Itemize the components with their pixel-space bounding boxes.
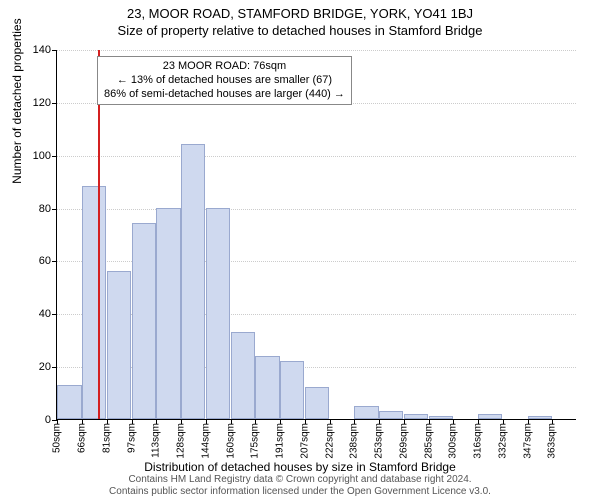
histogram-bar	[82, 186, 106, 419]
chart-container: 23, MOOR ROAD, STAMFORD BRIDGE, YORK, YO…	[0, 0, 600, 500]
xtick-label: 222sqm	[324, 419, 335, 459]
xtick-label: 113sqm	[151, 419, 162, 458]
y-axis-label: Number of detached properties	[10, 18, 24, 183]
histogram-bar	[379, 411, 403, 419]
histogram-bar	[181, 144, 205, 419]
xtick-label: 97sqm	[126, 419, 137, 453]
xtick-label: 81sqm	[101, 419, 112, 453]
ytick-label: 40	[39, 308, 57, 320]
x-axis-label: Distribution of detached houses by size …	[0, 460, 600, 474]
xtick-label: 332sqm	[497, 419, 508, 459]
title-main: 23, MOOR ROAD, STAMFORD BRIDGE, YORK, YO…	[0, 0, 600, 21]
ytick-label: 140	[33, 44, 57, 56]
gridline	[57, 156, 576, 157]
histogram-bar	[132, 223, 156, 419]
ytick-label: 80	[39, 203, 57, 215]
marker-callout: 23 MOOR ROAD: 76sqm← 13% of detached hou…	[97, 56, 352, 105]
histogram-bar	[280, 361, 304, 419]
xtick-label: 128sqm	[176, 419, 187, 459]
histogram-bar	[156, 208, 180, 419]
ytick-label: 120	[33, 97, 57, 109]
callout-line: 23 MOOR ROAD: 76sqm	[104, 60, 345, 74]
plot-region: 02040608010012014050sqm66sqm81sqm97sqm11…	[56, 50, 576, 420]
xtick-label: 160sqm	[225, 419, 236, 459]
ytick-label: 100	[33, 150, 57, 162]
xtick-label: 238sqm	[349, 419, 360, 459]
title-sub: Size of property relative to detached ho…	[0, 21, 600, 38]
xtick-label: 300sqm	[448, 419, 459, 459]
xtick-label: 175sqm	[250, 419, 261, 459]
gridline	[57, 209, 576, 210]
xtick-label: 253sqm	[374, 419, 385, 459]
ytick-label: 60	[39, 255, 57, 267]
xtick-label: 316sqm	[473, 419, 484, 459]
xtick-label: 144sqm	[200, 419, 211, 459]
histogram-bar	[57, 385, 81, 419]
histogram-bar	[305, 387, 329, 419]
xtick-label: 191sqm	[275, 419, 286, 459]
histogram-bar	[107, 271, 131, 419]
callout-line: ← 13% of detached houses are smaller (67…	[104, 74, 345, 88]
footer-line: Contains HM Land Registry data © Crown c…	[0, 474, 600, 486]
histogram-bar	[231, 332, 255, 419]
histogram-bar	[255, 356, 279, 419]
gridline	[57, 50, 576, 51]
footer-line: Contains public sector information licen…	[0, 486, 600, 498]
xtick-label: 207sqm	[299, 419, 310, 459]
histogram-bar	[206, 208, 230, 419]
xtick-label: 363sqm	[547, 419, 558, 459]
histogram-bar	[354, 406, 378, 419]
xtick-label: 285sqm	[423, 419, 434, 459]
xtick-label: 50sqm	[52, 419, 63, 453]
property-marker-line	[98, 50, 100, 419]
footer-attribution: Contains HM Land Registry data © Crown c…	[0, 474, 600, 498]
callout-line: 86% of semi-detached houses are larger (…	[104, 88, 345, 102]
xtick-label: 66sqm	[77, 419, 88, 453]
xtick-label: 269sqm	[398, 419, 409, 459]
ytick-label: 20	[39, 361, 57, 373]
chart-area: 02040608010012014050sqm66sqm81sqm97sqm11…	[56, 50, 576, 420]
xtick-label: 347sqm	[522, 419, 533, 459]
